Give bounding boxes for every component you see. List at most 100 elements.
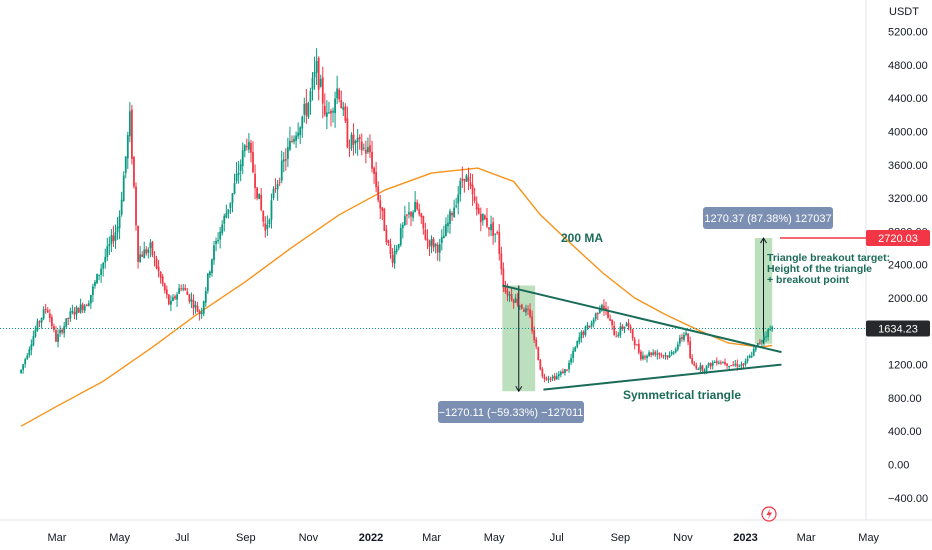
- candle[interactable]: [522, 307, 525, 313]
- candle[interactable]: [613, 321, 616, 336]
- candle[interactable]: [254, 164, 256, 199]
- candle[interactable]: [102, 261, 105, 277]
- candle[interactable]: [461, 166, 464, 189]
- candle[interactable]: [206, 272, 209, 294]
- candle[interactable]: [500, 246, 503, 276]
- candle[interactable]: [728, 365, 731, 370]
- candle[interactable]: [36, 318, 39, 332]
- candle[interactable]: [720, 360, 722, 366]
- candle[interactable]: [570, 353, 572, 366]
- candle[interactable]: [533, 326, 536, 343]
- candle[interactable]: [416, 199, 419, 211]
- candle[interactable]: [147, 247, 150, 259]
- candle[interactable]: [732, 361, 735, 367]
- x-axis[interactable]: Mar May Jul Sep Nov 2022 Mar May Jul Sep Nov 2023 Ma…: [0, 519, 932, 544]
- candle[interactable]: [141, 251, 144, 258]
- candle[interactable]: [124, 156, 127, 179]
- candle[interactable]: [328, 101, 330, 115]
- candle[interactable]: [332, 107, 334, 123]
- candle[interactable]: [676, 341, 679, 352]
- candle[interactable]: [116, 217, 119, 240]
- candle[interactable]: [639, 349, 642, 361]
- candle[interactable]: [196, 301, 199, 313]
- candle[interactable]: [307, 101, 310, 120]
- candle[interactable]: [586, 322, 589, 330]
- candle[interactable]: [479, 207, 482, 232]
- candle[interactable]: [761, 339, 763, 347]
- candle[interactable]: [625, 321, 628, 327]
- candle[interactable]: [270, 193, 273, 229]
- candle[interactable]: [564, 368, 566, 376]
- candle[interactable]: [666, 355, 669, 360]
- candle[interactable]: [211, 258, 213, 277]
- candle[interactable]: [475, 196, 478, 216]
- candle[interactable]: [358, 134, 361, 150]
- candle[interactable]: [174, 294, 176, 301]
- candle[interactable]: [180, 284, 183, 292]
- candle[interactable]: [594, 312, 597, 322]
- candle[interactable]: [537, 346, 540, 361]
- current-price-tag[interactable]: [866, 320, 930, 337]
- candle[interactable]: [42, 306, 45, 321]
- candle[interactable]: [143, 241, 146, 259]
- candle[interactable]: [291, 135, 293, 144]
- candle[interactable]: [369, 134, 371, 158]
- candle[interactable]: [252, 141, 254, 174]
- candle[interactable]: [352, 123, 355, 156]
- candle[interactable]: [664, 352, 667, 360]
- candle[interactable]: [637, 339, 640, 355]
- candle[interactable]: [219, 226, 222, 249]
- candle[interactable]: [744, 358, 747, 367]
- candle[interactable]: [393, 244, 396, 269]
- candle[interactable]: [122, 171, 125, 202]
- candle[interactable]: [126, 131, 129, 169]
- candle[interactable]: [247, 133, 250, 154]
- candle[interactable]: [227, 209, 230, 219]
- candle[interactable]: [165, 285, 168, 299]
- candle[interactable]: [161, 273, 164, 287]
- candle[interactable]: [447, 214, 449, 233]
- candle[interactable]: [46, 307, 49, 313]
- candle[interactable]: [557, 371, 560, 380]
- candle[interactable]: [588, 325, 591, 328]
- candle[interactable]: [617, 331, 620, 338]
- candle[interactable]: [582, 330, 585, 339]
- candle[interactable]: [498, 224, 501, 261]
- candle[interactable]: [600, 303, 603, 312]
- candle[interactable]: [551, 374, 554, 382]
- candle[interactable]: [572, 347, 575, 363]
- candle[interactable]: [689, 336, 692, 359]
- candle[interactable]: [459, 177, 462, 202]
- candle[interactable]: [609, 314, 611, 322]
- candle[interactable]: [268, 218, 271, 228]
- candle[interactable]: [114, 224, 117, 249]
- candle[interactable]: [607, 306, 609, 319]
- candle[interactable]: [194, 300, 197, 314]
- candle[interactable]: [670, 349, 673, 356]
- candle[interactable]: [83, 304, 86, 313]
- candle[interactable]: [24, 357, 27, 368]
- candle[interactable]: [217, 232, 220, 244]
- candle[interactable]: [149, 239, 152, 258]
- candle[interactable]: [98, 274, 100, 281]
- candle[interactable]: [319, 74, 322, 88]
- candle[interactable]: [683, 331, 685, 342]
- candle[interactable]: [272, 186, 275, 201]
- candle[interactable]: [578, 332, 581, 345]
- candle[interactable]: [403, 205, 406, 227]
- candle[interactable]: [410, 210, 412, 227]
- candle[interactable]: [87, 300, 90, 307]
- candle[interactable]: [20, 369, 22, 374]
- candle[interactable]: [67, 317, 70, 326]
- candle[interactable]: [190, 292, 193, 308]
- candle[interactable]: [767, 328, 770, 341]
- candle[interactable]: [566, 369, 568, 372]
- candle[interactable]: [463, 178, 466, 193]
- candle[interactable]: [512, 298, 515, 309]
- candle[interactable]: [313, 56, 316, 90]
- candle[interactable]: [656, 349, 659, 360]
- candle[interactable]: [89, 294, 92, 309]
- candle[interactable]: [518, 304, 521, 310]
- candle[interactable]: [286, 137, 289, 168]
